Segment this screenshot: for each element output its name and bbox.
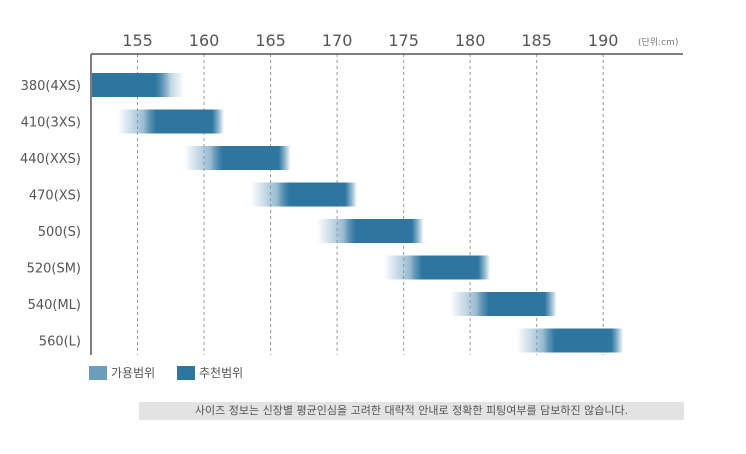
recommended-legend-label: 추천범위: [199, 365, 243, 380]
x-tick-label: 180: [455, 31, 486, 50]
category-label: 470(XS): [29, 189, 81, 204]
recommended-range-bar: [410, 255, 491, 280]
range-bars: [92, 73, 624, 353]
legend: 가용범위 추천범위: [89, 365, 243, 380]
recommended-range-bar: [144, 109, 225, 134]
y-category-labels: 380(4XS) 410(3XS) 440(XXS) 470(XS) 500(S) 520…: [20, 79, 81, 350]
allowed-legend-swatch: [89, 366, 107, 380]
category-label: 560(L): [39, 335, 81, 350]
category-label: 520(SM): [27, 262, 81, 277]
disclaimer-note: 사이즈 정보는 신장별 평균인심을 고려한 대략적 안내로 정확한 피팅여부를 …: [139, 402, 684, 420]
recommended-legend-swatch: [177, 366, 195, 380]
x-tick-label: 185: [521, 31, 552, 50]
x-tick-label: 155: [122, 31, 153, 50]
recommended-range-bar: [476, 292, 557, 316]
recommended-range-bar: [343, 219, 424, 243]
x-tick-label: 165: [255, 31, 286, 50]
unit-label: (단위:cm): [638, 37, 678, 48]
category-label: 440(XXS): [20, 152, 81, 167]
x-tick-labels: 155 160 165 170 175 180 185 190: [122, 31, 618, 50]
category-label: 410(3XS): [21, 116, 81, 131]
recommended-range-bar: [543, 328, 624, 353]
allowed-legend-label: 가용범위: [111, 366, 155, 380]
x-tick-label: 190: [588, 31, 619, 50]
category-label: 500(S): [38, 225, 81, 240]
category-label: 380(4XS): [21, 79, 81, 94]
x-tick-label: 175: [388, 31, 419, 50]
category-label: 540(ML): [28, 298, 81, 313]
recommended-range-bar: [210, 146, 291, 170]
x-tick-label: 170: [322, 31, 353, 50]
x-tick-label: 160: [189, 31, 220, 50]
recommended-range-bar: [277, 182, 358, 207]
recommended-range-bar: [92, 73, 171, 97]
